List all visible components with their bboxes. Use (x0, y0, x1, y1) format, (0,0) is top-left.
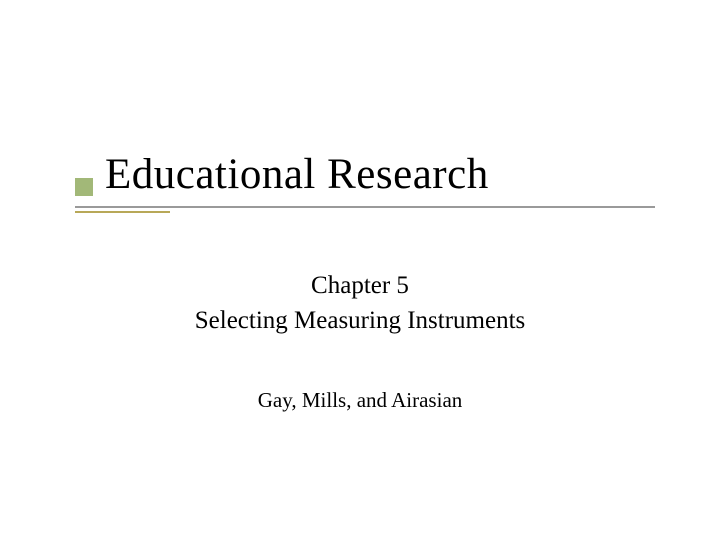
authors-text: Gay, Mills, and Airasian (0, 388, 720, 413)
slide-title: Educational Research (105, 150, 489, 199)
underline-olive (75, 211, 170, 213)
title-underline (75, 206, 655, 213)
underline-gray (75, 206, 655, 208)
subtitle-text: Selecting Measuring Instruments (0, 307, 720, 335)
title-area: Educational Research (75, 150, 489, 199)
chapter-label: Chapter 5 (0, 272, 720, 300)
